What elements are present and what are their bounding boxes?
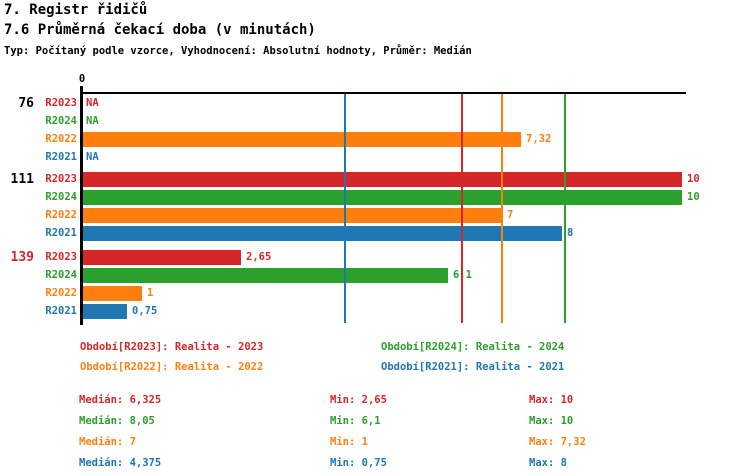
series-row-label: R2021 <box>45 151 77 163</box>
bar-value-label: 10 <box>687 191 700 203</box>
stat-median-R2022: Medián: 7 <box>79 436 136 448</box>
series-row-label: R2022 <box>45 209 77 221</box>
bar-R2024 <box>83 268 448 283</box>
legend-item-R2022: Období[R2022]: Realita - 2022 <box>80 361 264 373</box>
bar-value-label: NA <box>86 115 99 127</box>
bar-R2022 <box>83 208 502 223</box>
stat-median-R2023: Medián: 6,325 <box>79 394 162 406</box>
axis-vertical-line <box>80 86 83 325</box>
axis-horizontal-line <box>81 92 686 94</box>
series-row-label: R2022 <box>45 133 77 145</box>
bar-value-label: 7 <box>507 209 514 221</box>
bar-value-label: 2,65 <box>246 251 272 263</box>
stat-min-R2024: Min: 6,1 <box>330 415 381 427</box>
series-row-label: R2023 <box>45 251 77 263</box>
bar-value-label: NA <box>86 97 99 109</box>
group-label: 139 <box>10 250 34 265</box>
stat-max-R2021: Max: 8 <box>529 457 567 469</box>
series-row-label: R2022 <box>45 287 77 299</box>
legend-item-R2021: Období[R2021]: Realita - 2021 <box>381 361 565 373</box>
bar-value-label: 1 <box>147 287 154 299</box>
bar-value-label: NA <box>86 151 99 163</box>
legend-item-R2024: Období[R2024]: Realita - 2024 <box>381 341 565 353</box>
bar-value-label: 0,75 <box>132 305 158 317</box>
stat-max-R2023: Max: 10 <box>529 394 574 406</box>
median-line-R2024 <box>564 94 566 323</box>
stat-max-R2024: Max: 10 <box>529 415 574 427</box>
bar-R2024 <box>83 190 682 205</box>
bar-R2023 <box>83 250 241 265</box>
axis-zero-label: 0 <box>78 73 86 85</box>
bar-R2021 <box>83 226 562 241</box>
stat-min-R2023: Min: 2,65 <box>330 394 387 406</box>
legend-item-R2023: Období[R2023]: Realita - 2023 <box>80 341 264 353</box>
series-row-label: R2021 <box>45 227 77 239</box>
stat-median-R2024: Medián: 8,05 <box>79 415 155 427</box>
median-line-R2021 <box>344 94 346 323</box>
bar-R2023 <box>83 172 682 187</box>
series-row-label: R2023 <box>45 97 77 109</box>
series-row-label: R2024 <box>45 191 77 203</box>
series-row-label: R2021 <box>45 305 77 317</box>
bar-R2022 <box>83 132 521 147</box>
bar-R2022 <box>83 286 142 301</box>
bar-value-label: 10 <box>687 173 700 185</box>
bar-value-label: 7,32 <box>526 133 552 145</box>
group-label: 76 <box>18 96 34 111</box>
group-label: 111 <box>10 172 34 187</box>
bar-value-label: 8 <box>567 227 574 239</box>
series-row-label: R2024 <box>45 115 77 127</box>
stat-median-R2021: Medián: 4,375 <box>79 457 162 469</box>
stat-max-R2022: Max: 7,32 <box>529 436 586 448</box>
chart-meta-line: Typ: Počítaný podle vzorce, Vyhodnocení:… <box>4 45 472 57</box>
page-title: 7. Registr řidičů <box>4 2 148 18</box>
chart-title: 7.6 Průměrná čekací doba (v minutách) <box>4 22 316 38</box>
stat-min-R2022: Min: 1 <box>330 436 368 448</box>
series-row-label: R2023 <box>45 173 77 185</box>
median-line-R2022 <box>501 94 503 323</box>
series-row-label: R2024 <box>45 269 77 281</box>
bar-R2021 <box>83 304 127 319</box>
median-line-R2023 <box>461 94 463 323</box>
stat-min-R2021: Min: 0,75 <box>330 457 387 469</box>
